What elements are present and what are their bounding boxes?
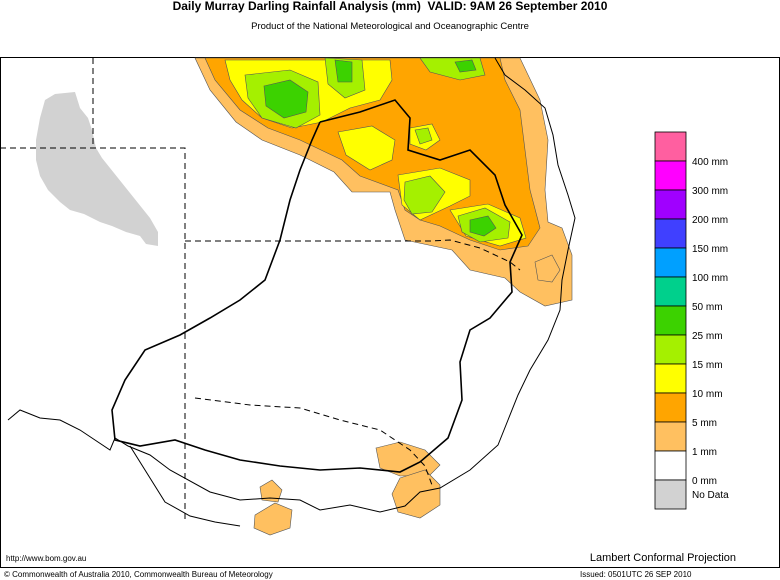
legend-label: 300 mm <box>692 186 728 197</box>
legend-swatch <box>654 479 687 510</box>
state-border <box>194 397 433 486</box>
legend-swatch <box>654 334 687 365</box>
legend-label: 400 mm <box>692 157 728 168</box>
legend-swatch <box>654 276 687 307</box>
rain-area <box>375 441 441 477</box>
rain-area <box>337 125 396 171</box>
legend-swatch <box>654 421 687 452</box>
coastline <box>129 445 241 527</box>
issued: Issued: 0501UTC 26 SEP 2010 <box>580 570 692 579</box>
legend-swatch <box>654 392 687 423</box>
legend-swatch <box>654 450 687 481</box>
legend-label: No Data <box>692 490 729 501</box>
map <box>0 57 780 568</box>
legend-label: 100 mm <box>692 273 728 284</box>
rain-area <box>403 175 446 215</box>
rain-area <box>253 502 293 536</box>
legend-swatch <box>654 218 687 249</box>
legend-label: 150 mm <box>692 244 728 255</box>
projection: Lambert Conformal Projection <box>590 552 736 564</box>
rain-area <box>454 59 477 73</box>
rain-area <box>263 79 309 119</box>
state-border <box>185 239 521 271</box>
legend-label: 15 mm <box>692 360 723 371</box>
legend-label: 200 mm <box>692 215 728 226</box>
title: Daily Murray Darling Rainfall Analysis (… <box>173 0 608 13</box>
basin-boundary <box>111 99 523 473</box>
legend-swatch <box>654 189 687 220</box>
subtitle: Product of the National Meteorological a… <box>251 21 529 32</box>
url: http://www.bom.gov.au <box>6 554 86 563</box>
legend-swatch <box>654 247 687 278</box>
legend: 400 mm 300 mm 200 mm 150 mm 100 mm 50 mm 25 mm… <box>654 131 729 510</box>
legend-label: 0 mm <box>692 476 717 487</box>
legend-label: 5 mm <box>692 418 717 429</box>
rain-area <box>259 479 283 503</box>
legend-swatch <box>654 305 687 336</box>
rain-area <box>534 254 561 283</box>
legend-label: 25 mm <box>692 331 723 342</box>
rain-area <box>334 59 353 83</box>
legend-swatch <box>654 160 687 191</box>
legend-swatch <box>654 131 687 162</box>
copyright: © Commonwealth of Australia 2010, Common… <box>4 570 273 579</box>
legend-label: 10 mm <box>692 389 723 400</box>
legend-label: 50 mm <box>692 302 723 313</box>
state-border <box>0 147 186 520</box>
legend-swatch <box>654 363 687 394</box>
rain-area <box>414 127 433 145</box>
legend-label: 1 mm <box>692 447 717 458</box>
rain-area <box>469 215 497 237</box>
no-data-area <box>36 92 158 246</box>
